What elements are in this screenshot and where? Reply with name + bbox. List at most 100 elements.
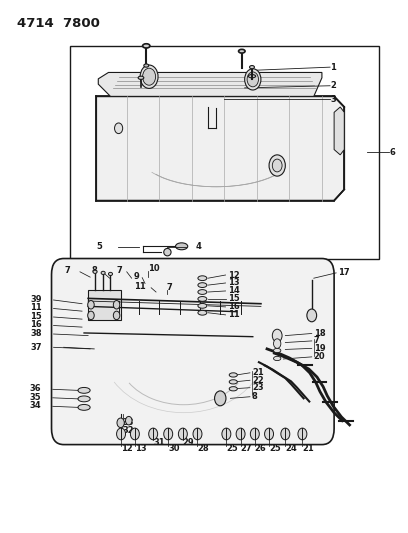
Ellipse shape: [198, 289, 207, 294]
Circle shape: [113, 301, 120, 309]
Ellipse shape: [164, 248, 171, 256]
Text: 22: 22: [252, 376, 264, 385]
Circle shape: [236, 428, 245, 440]
Circle shape: [264, 428, 273, 440]
Text: 7: 7: [64, 266, 70, 275]
Text: 1: 1: [330, 63, 336, 71]
Text: 16: 16: [31, 320, 42, 329]
Circle shape: [178, 428, 187, 440]
Ellipse shape: [144, 64, 149, 67]
Text: 25: 25: [269, 444, 281, 453]
Text: 7: 7: [116, 266, 122, 275]
Ellipse shape: [273, 349, 281, 353]
Circle shape: [88, 311, 94, 320]
Text: 4: 4: [196, 243, 202, 252]
Circle shape: [115, 123, 123, 134]
Text: 15: 15: [31, 312, 42, 321]
Circle shape: [307, 309, 317, 322]
Text: 34: 34: [30, 401, 41, 410]
Text: 21: 21: [302, 444, 314, 453]
Text: 7: 7: [314, 336, 319, 345]
Text: 30: 30: [168, 444, 180, 453]
Text: 14: 14: [228, 286, 239, 295]
Bar: [88, 290, 121, 320]
Circle shape: [88, 301, 94, 309]
Text: 39: 39: [31, 295, 42, 304]
Ellipse shape: [273, 357, 281, 361]
Circle shape: [245, 69, 261, 90]
Circle shape: [131, 428, 140, 440]
Ellipse shape: [101, 271, 105, 274]
Text: 28: 28: [197, 444, 209, 453]
Circle shape: [117, 428, 126, 440]
Text: 20: 20: [314, 352, 326, 361]
Ellipse shape: [109, 272, 113, 276]
Text: 12: 12: [228, 271, 239, 279]
Text: 23: 23: [252, 383, 264, 392]
Text: 16: 16: [228, 302, 239, 311]
Circle shape: [269, 155, 285, 176]
Text: 2: 2: [330, 81, 336, 90]
Text: 11: 11: [135, 282, 146, 291]
Circle shape: [298, 428, 307, 440]
Circle shape: [251, 428, 259, 440]
Ellipse shape: [175, 243, 188, 250]
Text: 15: 15: [228, 294, 239, 303]
Ellipse shape: [78, 387, 90, 393]
Polygon shape: [334, 107, 344, 155]
Circle shape: [117, 418, 124, 427]
Ellipse shape: [143, 44, 150, 48]
Bar: [70, 46, 379, 259]
Circle shape: [140, 65, 158, 88]
Ellipse shape: [198, 276, 207, 280]
Text: 26: 26: [255, 444, 266, 453]
Ellipse shape: [78, 405, 90, 410]
Circle shape: [281, 428, 290, 440]
Text: 17: 17: [338, 269, 350, 277]
Circle shape: [143, 68, 155, 85]
Ellipse shape: [198, 303, 207, 308]
Circle shape: [222, 428, 231, 440]
Text: 8: 8: [252, 392, 258, 401]
Ellipse shape: [198, 296, 207, 301]
Ellipse shape: [78, 396, 90, 402]
Ellipse shape: [250, 66, 255, 69]
Text: 11: 11: [228, 310, 239, 319]
Text: 7: 7: [166, 283, 172, 292]
Text: 36: 36: [30, 384, 41, 393]
Text: 24: 24: [285, 444, 297, 453]
Circle shape: [247, 72, 259, 87]
Ellipse shape: [229, 386, 237, 391]
Circle shape: [126, 416, 132, 425]
Circle shape: [215, 391, 226, 406]
Text: 9: 9: [133, 272, 139, 280]
Ellipse shape: [229, 379, 237, 384]
Text: 10: 10: [148, 264, 160, 272]
Circle shape: [149, 428, 157, 440]
Text: 4714  7800: 4714 7800: [17, 17, 100, 30]
Text: 8: 8: [92, 266, 98, 275]
Text: 6: 6: [389, 148, 395, 157]
FancyBboxPatch shape: [51, 259, 334, 445]
Text: 33: 33: [123, 418, 134, 427]
Text: 5: 5: [96, 243, 102, 252]
Circle shape: [164, 428, 173, 440]
Circle shape: [273, 339, 281, 349]
Text: 37: 37: [31, 343, 42, 352]
Polygon shape: [96, 96, 344, 200]
Ellipse shape: [229, 373, 237, 377]
Circle shape: [113, 311, 120, 320]
Circle shape: [272, 159, 282, 172]
Text: 38: 38: [31, 329, 42, 338]
Ellipse shape: [198, 282, 207, 287]
Ellipse shape: [248, 75, 256, 78]
Polygon shape: [98, 72, 322, 96]
Text: 19: 19: [314, 344, 326, 353]
Text: 13: 13: [228, 278, 239, 287]
Text: 35: 35: [30, 393, 41, 402]
Text: 3: 3: [330, 94, 336, 103]
Ellipse shape: [93, 270, 97, 273]
Text: 29: 29: [183, 439, 195, 448]
Text: 21: 21: [252, 368, 264, 377]
Circle shape: [272, 329, 282, 342]
